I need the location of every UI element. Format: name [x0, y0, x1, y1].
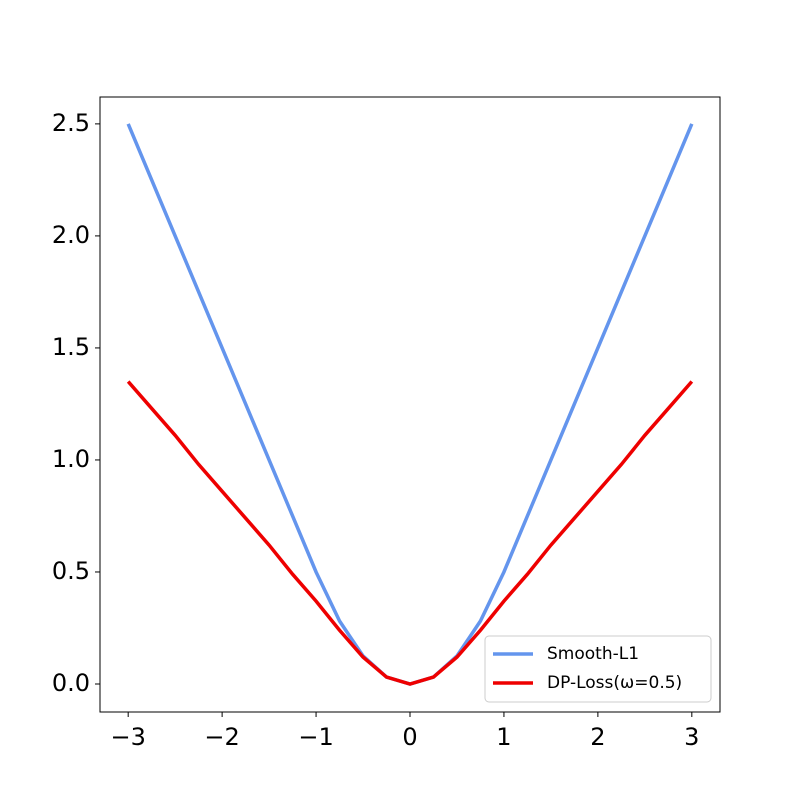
x-tick-label: 2 — [590, 723, 605, 751]
legend-label: Smooth-L1 — [547, 644, 639, 664]
y-tick-label: 0.0 — [52, 669, 90, 697]
y-tick-label: 1.5 — [52, 333, 90, 361]
y-tick-label: 2.5 — [52, 109, 90, 137]
x-tick-label: −1 — [298, 723, 333, 751]
plot-frame — [99, 96, 721, 713]
y-tick-label: 1.0 — [52, 445, 90, 473]
legend-box — [484, 635, 712, 703]
x-tick-label: −2 — [204, 723, 239, 751]
legend: Smooth-L1 DP-Loss(ω=0.5) — [484, 635, 712, 703]
x-tick-label: −3 — [110, 723, 145, 751]
x-tick-label: 3 — [684, 723, 699, 751]
x-tick-label: 1 — [496, 723, 511, 751]
line-series — [126, 380, 694, 686]
y-tick-label: 0.5 — [52, 557, 90, 585]
legend-label: DP-Loss(ω=0.5) — [547, 673, 682, 693]
x-tick-label: 0 — [402, 723, 417, 751]
y-tick-label: 2.0 — [52, 221, 90, 249]
